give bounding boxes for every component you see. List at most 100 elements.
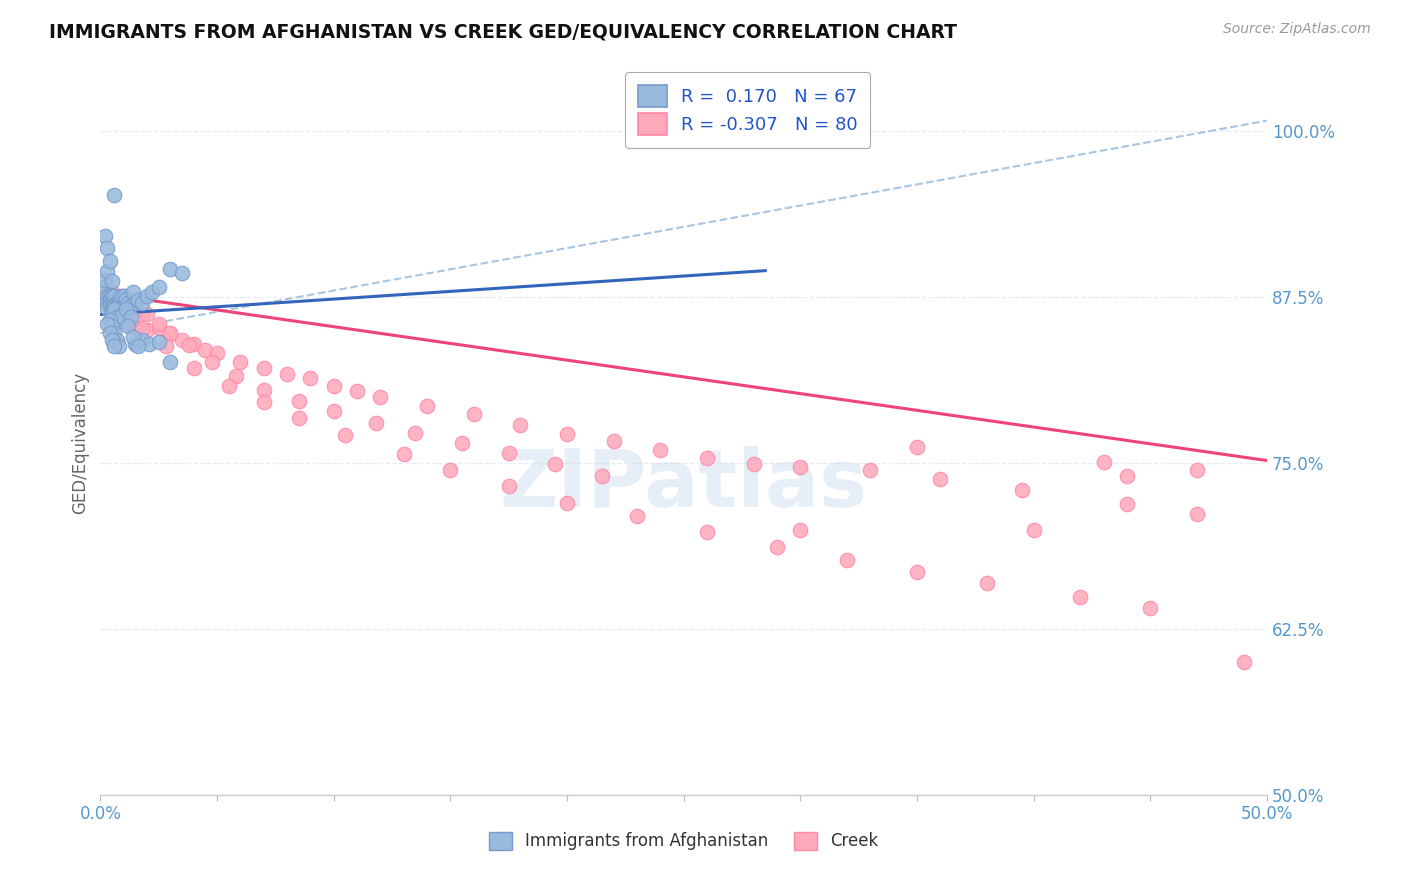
Point <box>696 450 718 465</box>
Point <box>201 355 224 369</box>
Point <box>131 308 153 322</box>
Point <box>170 333 193 347</box>
Point <box>112 308 135 322</box>
Point <box>335 428 357 442</box>
Point <box>117 317 139 331</box>
Point <box>112 289 135 303</box>
Point <box>177 338 200 352</box>
Point <box>101 285 124 299</box>
Point <box>346 384 368 399</box>
Point <box>766 540 789 554</box>
Point <box>94 229 117 244</box>
Point <box>555 426 578 441</box>
Point <box>120 298 142 312</box>
Point <box>194 343 217 358</box>
Point <box>905 440 928 454</box>
Point <box>591 469 613 483</box>
Point <box>91 279 114 293</box>
Point <box>544 458 567 472</box>
Point <box>108 314 131 328</box>
Point <box>115 292 138 306</box>
Point <box>127 339 149 353</box>
Point <box>127 293 149 307</box>
Point <box>101 274 124 288</box>
Point <box>96 289 118 303</box>
Point <box>1069 591 1091 605</box>
Point <box>626 509 648 524</box>
Text: ZIPatlas: ZIPatlas <box>499 447 868 524</box>
Point <box>131 295 153 310</box>
Point <box>110 309 132 323</box>
Point <box>105 310 128 325</box>
Point <box>98 293 121 307</box>
Point <box>101 319 124 334</box>
Point <box>148 317 170 331</box>
Point <box>124 320 146 334</box>
Point <box>205 346 228 360</box>
Point <box>253 395 276 409</box>
Point <box>159 326 181 340</box>
Point <box>122 285 145 299</box>
Point <box>94 294 117 309</box>
Point <box>183 360 205 375</box>
Point <box>742 458 765 472</box>
Point <box>108 298 131 312</box>
Point <box>1022 523 1045 537</box>
Point <box>96 301 118 315</box>
Point <box>498 445 520 459</box>
Text: Source: ZipAtlas.com: Source: ZipAtlas.com <box>1223 22 1371 37</box>
Point <box>131 333 153 347</box>
Point <box>105 295 128 310</box>
Point <box>136 308 159 322</box>
Point <box>108 302 131 317</box>
Point <box>225 368 247 383</box>
Point <box>253 360 276 375</box>
Point <box>117 319 139 334</box>
Point <box>105 302 128 317</box>
Point <box>110 306 132 320</box>
Point <box>105 333 128 347</box>
Point <box>159 355 181 369</box>
Point <box>253 383 276 397</box>
Point <box>148 279 170 293</box>
Point <box>498 479 520 493</box>
Point <box>110 289 132 303</box>
Point <box>124 295 146 310</box>
Point <box>1011 483 1033 497</box>
Point <box>404 425 426 440</box>
Point <box>103 188 125 202</box>
Point <box>451 436 474 450</box>
Point <box>929 472 952 486</box>
Point <box>120 310 142 325</box>
Point <box>98 254 121 268</box>
Point <box>287 411 309 425</box>
Point <box>976 575 998 590</box>
Point <box>112 289 135 303</box>
Point <box>103 289 125 303</box>
Point <box>108 339 131 353</box>
Y-axis label: GED/Equivalency: GED/Equivalency <box>72 372 89 515</box>
Point <box>136 289 159 303</box>
Point <box>108 295 131 310</box>
Point <box>555 496 578 510</box>
Point <box>96 295 118 310</box>
Point <box>98 294 121 309</box>
Point <box>105 298 128 312</box>
Point <box>103 295 125 310</box>
Point <box>322 379 344 393</box>
Point <box>122 330 145 344</box>
Point <box>103 302 125 317</box>
Point <box>98 298 121 312</box>
Point <box>136 323 159 337</box>
Point <box>364 417 387 431</box>
Point <box>103 339 125 353</box>
Point <box>159 327 181 342</box>
Point <box>1116 469 1139 483</box>
Point <box>96 317 118 331</box>
Point <box>1185 507 1208 521</box>
Point <box>835 553 858 567</box>
Point <box>859 463 882 477</box>
Point <box>141 285 163 299</box>
Point <box>98 312 121 326</box>
Point <box>696 525 718 540</box>
